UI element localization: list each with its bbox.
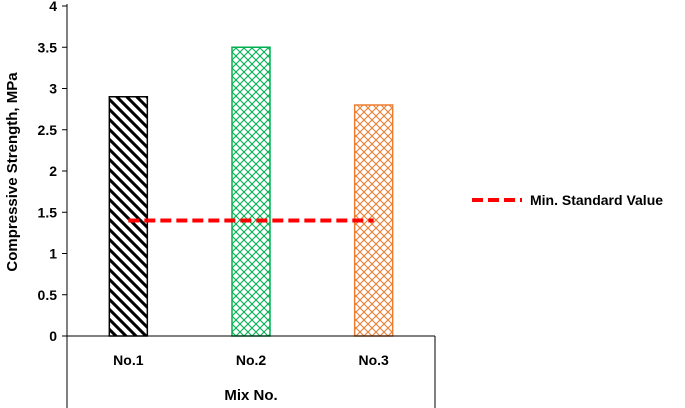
x-category-label: No.2 [236,352,267,368]
y-tick-label: 1 [49,246,57,262]
y-axis-title: Compressive Strength, MPa [4,72,21,272]
y-axis-ticks: 0 0.5 1 1.5 2 2.5 3 3.5 4 [38,0,67,344]
legend-label-min-standard: Min. Standard Value [530,192,663,208]
y-tick-label: 2 [49,163,57,179]
x-category-label: No.1 [113,352,144,368]
bar-no-3 [353,104,394,337]
bar-no-1 [108,96,149,337]
x-category-label: No.3 [358,352,389,368]
legend: Min. Standard Value [472,192,663,208]
x-axis-title: Mix No. [224,387,277,404]
category-labels: No.1 No.2 No.3 [113,352,389,368]
y-tick-label: 0.5 [38,287,58,303]
y-tick-label: 1.5 [38,204,58,220]
y-tick-label: 3 [49,81,57,97]
y-tick-label: 3.5 [38,39,58,55]
y-tick-label: 0 [49,328,57,344]
y-tick-label: 4 [49,0,57,14]
y-tick-label: 2.5 [38,122,58,138]
bar-no-2 [231,46,271,337]
bars [108,46,394,337]
